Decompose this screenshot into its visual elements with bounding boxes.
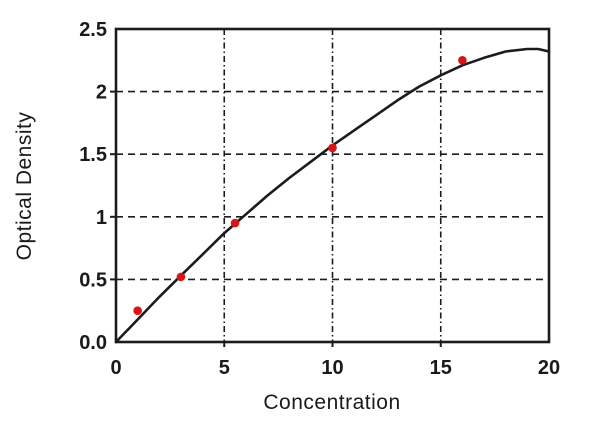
x-tick-labels: 0 5 10 15 20 [110,357,560,379]
y-tick-label: 1.5 [79,144,107,166]
x-tick-label: 15 [430,357,452,379]
y-tick-labels: 0.0 0.5 1 1.5 2 2.5 [79,19,107,354]
y-tick-label: 0.5 [79,269,107,291]
x-tick-label: 10 [321,357,343,379]
data-point [458,56,467,65]
x-axis-label: Concentration [263,391,400,414]
y-tick-label: 2 [96,82,107,104]
y-tick-label: 1 [96,207,107,229]
y-axis-label: Optical Density [13,112,36,261]
fitted-curve-line [114,47,551,344]
data-points [133,56,467,316]
data-point [176,272,186,282]
x-tick-label: 5 [219,357,230,379]
y-tick-label: 2.5 [79,19,107,41]
y-tick-label: 0.0 [79,332,107,354]
data-point [133,306,142,316]
x-tick-label: 0 [110,357,121,379]
axis-ticks [110,90,442,347]
data-point [230,218,240,228]
gridlines [116,29,549,342]
data-point [328,143,337,153]
x-tick-label: 20 [538,357,560,379]
